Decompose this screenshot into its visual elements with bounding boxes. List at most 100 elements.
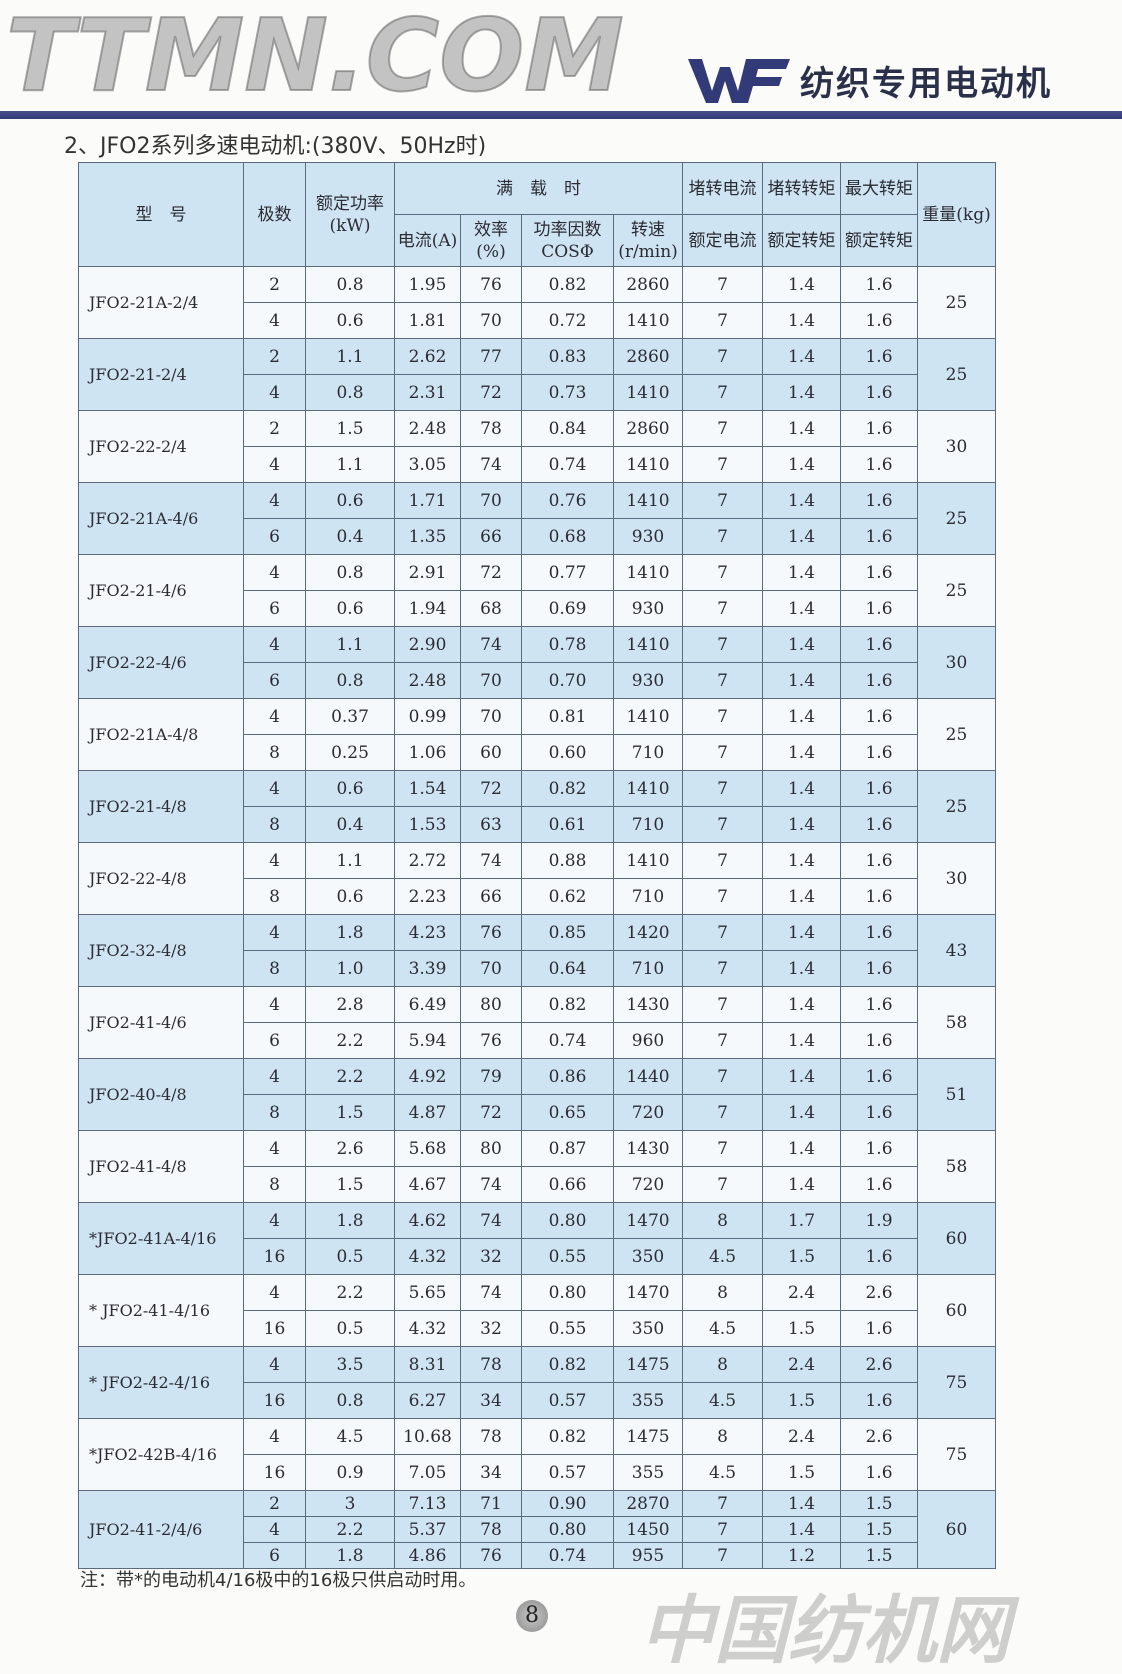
table-row: *JFO2-42B-4/16 4 4.5 10.68 78 0.82 1475 8 2.4 2.6… <box>78 1418 996 1491</box>
header-efficiency: 效率(%) <box>460 214 522 267</box>
cell-weight: 25 <box>917 770 996 843</box>
cell-poles: 4 <box>243 1516 306 1543</box>
cell-speed: 2860 <box>613 338 683 375</box>
table-row: 4 1.1 3.05 74 0.74 1410 7 1.4 1.6 <box>78 446 996 483</box>
cell-speed: 1410 <box>613 626 683 663</box>
cell-poles: 4 <box>243 1274 306 1311</box>
cell-power: 1.5 <box>305 410 395 447</box>
cell-max-torque-ratio: 1.6 <box>840 410 918 447</box>
cell-model: JFO2-21A-4/8 <box>78 698 244 771</box>
cell-efficiency: 76 <box>460 914 522 951</box>
cell-speed: 1410 <box>613 770 683 807</box>
cell-current: 1.53 <box>394 806 461 843</box>
cell-speed: 355 <box>613 1382 683 1419</box>
cell-lock-torque-ratio: 1.4 <box>762 1516 841 1543</box>
cell-power: 0.8 <box>305 662 395 699</box>
cell-model: JFO2-22-4/8 <box>78 842 244 915</box>
wf-logo <box>688 58 790 103</box>
cell-power: 0.8 <box>305 266 395 303</box>
header-power-factor: 功率因数COSΦ <box>521 214 614 267</box>
table-row: JFO2-21-4/8 4 0.6 1.54 72 0.82 1410 7 1.4 1.6 25 <box>78 770 996 843</box>
cell-power: 1.1 <box>305 446 395 483</box>
cell-efficiency: 66 <box>460 878 522 915</box>
cell-max-torque-ratio: 1.6 <box>840 1022 918 1059</box>
cell-max-torque-ratio: 1.6 <box>840 1166 918 1203</box>
cell-power: 0.8 <box>305 554 395 591</box>
cell-poles: 6 <box>243 590 306 627</box>
cell-speed: 1410 <box>613 446 683 483</box>
cell-efficiency: 70 <box>460 662 522 699</box>
brand-header: 纺织专用电动机 <box>688 56 1052 105</box>
cell-power-factor: 0.70 <box>521 662 614 699</box>
cell-current: 8.31 <box>394 1346 461 1383</box>
cell-lock-torque-ratio: 1.4 <box>762 410 841 447</box>
cell-model: JFO2-21A-2/4 <box>78 266 244 339</box>
cell-power-factor: 0.81 <box>521 698 614 735</box>
cell-power-factor: 0.83 <box>521 338 614 375</box>
cell-speed: 960 <box>613 1022 683 1059</box>
cell-efficiency: 78 <box>460 1516 522 1543</box>
cell-efficiency: 34 <box>460 1382 522 1419</box>
cell-power: 1.1 <box>305 842 395 879</box>
cell-speed: 1410 <box>613 374 683 411</box>
cell-model: JFO2-22-4/6 <box>78 626 244 699</box>
cell-poles: 4 <box>243 1058 306 1095</box>
cell-current: 4.62 <box>394 1202 461 1239</box>
cell-max-torque-ratio: 1.6 <box>840 338 918 375</box>
cell-lock-current-ratio: 7 <box>682 986 763 1023</box>
cell-lock-current-ratio: 8 <box>682 1346 763 1383</box>
cell-efficiency: 70 <box>460 482 522 519</box>
table-row: JFO2-41-2/4/6 2 3 7.13 71 0.90 2870 7 1.4 1.5 60 <box>78 1490 996 1569</box>
cell-lock-current-ratio: 7 <box>682 482 763 519</box>
cell-current: 2.91 <box>394 554 461 591</box>
cell-power: 2.2 <box>305 1022 395 1059</box>
cell-power: 3.5 <box>305 1346 395 1383</box>
table-row: JFO2-21-4/6 4 0.8 2.91 72 0.77 1410 7 1.4 1.6 25 <box>78 554 996 627</box>
cell-lock-torque-ratio: 2.4 <box>762 1274 841 1311</box>
cell-power: 1.8 <box>305 1542 395 1569</box>
cell-max-torque-ratio: 1.6 <box>840 446 918 483</box>
cell-power: 0.25 <box>305 734 395 771</box>
cell-max-torque-ratio: 1.6 <box>840 1382 918 1419</box>
cell-power-factor: 0.73 <box>521 374 614 411</box>
cell-poles: 4 <box>243 554 306 591</box>
cell-current: 2.48 <box>394 410 461 447</box>
cell-efficiency: 78 <box>460 1418 522 1455</box>
cell-speed: 1475 <box>613 1418 683 1455</box>
cell-power: 0.37 <box>305 698 395 735</box>
cell-speed: 350 <box>613 1310 683 1347</box>
cell-poles: 4 <box>243 302 306 339</box>
cell-lock-torque-ratio: 1.4 <box>762 1094 841 1131</box>
cell-power-factor: 0.64 <box>521 950 614 987</box>
cell-power-factor: 0.88 <box>521 842 614 879</box>
cell-power-factor: 0.86 <box>521 1058 614 1095</box>
cell-efficiency: 66 <box>460 518 522 555</box>
cell-weight: 25 <box>917 698 996 771</box>
cell-speed: 1430 <box>613 1130 683 1167</box>
cell-poles: 4 <box>243 1346 306 1383</box>
cell-current: 5.68 <box>394 1130 461 1167</box>
cell-power: 0.6 <box>305 590 395 627</box>
table-row: *JFO2-41A-4/16 4 1.8 4.62 74 0.80 1470 8 1.7 1.9 6… <box>78 1202 996 1275</box>
cell-lock-torque-ratio: 1.4 <box>762 554 841 591</box>
cell-power: 1.5 <box>305 1166 395 1203</box>
cell-lock-current-ratio: 7 <box>682 590 763 627</box>
cell-power-factor: 0.80 <box>521 1202 614 1239</box>
cell-weight: 25 <box>917 338 996 411</box>
table-row: * JFO2-42-4/16 4 3.5 8.31 78 0.82 1475 8 2.4 2.6 7… <box>78 1346 996 1419</box>
cell-speed: 1410 <box>613 302 683 339</box>
cell-efficiency: 70 <box>460 950 522 987</box>
cell-lock-current-ratio: 7 <box>682 806 763 843</box>
cell-poles: 4 <box>243 986 306 1023</box>
cell-max-torque-ratio: 1.6 <box>840 518 918 555</box>
header-max-torque-rated: 额定转矩 <box>840 214 918 267</box>
cell-model: JFO2-41-4/6 <box>78 986 244 1059</box>
cell-poles: 4 <box>243 1202 306 1239</box>
header-power: 额定功率(kW) <box>305 162 395 267</box>
cell-lock-torque-ratio: 1.5 <box>762 1454 841 1491</box>
header-lock-torque-rated: 额定转矩 <box>762 214 841 267</box>
cell-max-torque-ratio: 1.5 <box>840 1542 918 1569</box>
cell-model: * JFO2-42-4/16 <box>78 1346 244 1419</box>
cell-speed: 930 <box>613 662 683 699</box>
cell-power: 0.5 <box>305 1310 395 1347</box>
